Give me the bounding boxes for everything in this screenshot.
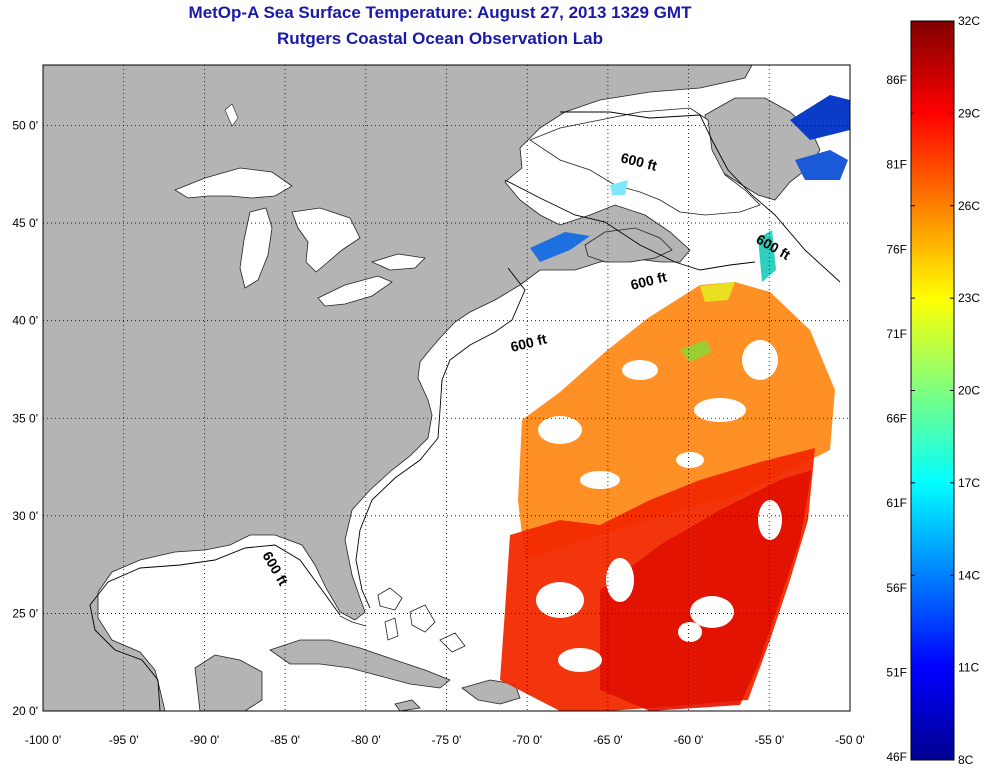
isobath-600ft xyxy=(89,111,841,711)
florida-keys xyxy=(339,615,367,627)
lat-tick-label: 25 0' xyxy=(12,606,38,620)
sst-warm-core xyxy=(600,470,812,711)
lake-michigan xyxy=(239,207,273,289)
map-title: MetOp-A Sea Surface Temperature: August … xyxy=(188,3,692,22)
colorbar-fahrenheit-label: 86F xyxy=(886,73,907,87)
land-newfoundland xyxy=(704,97,821,201)
colorbar-fahrenheit-label: 66F xyxy=(886,412,907,426)
lon-tick-label: -90 0' xyxy=(190,733,220,747)
lake-superior xyxy=(174,167,293,199)
lon-tick-label: -50 0' xyxy=(835,733,865,747)
lat-tick-label: 45 0' xyxy=(12,216,38,230)
lake-ontario xyxy=(370,253,426,271)
lon-tick-label: -75 0' xyxy=(432,733,462,747)
lat-tick-label: 35 0' xyxy=(12,411,38,425)
land-north-america xyxy=(43,65,753,711)
land-nova-scotia xyxy=(584,227,673,263)
lat-tick-label: 20 0' xyxy=(12,704,38,718)
colorbar-fahrenheit-label: 61F xyxy=(886,496,907,510)
colorbar-fahrenheit-label: 46F xyxy=(886,750,907,764)
colorbar-celsius-label: 14C xyxy=(958,568,980,582)
colorbar-celsius-label: 29C xyxy=(958,106,980,120)
lon-tick-label: -95 0' xyxy=(109,733,139,747)
land-hispaniola xyxy=(461,679,521,705)
colorbar-celsius-label: 17C xyxy=(958,476,980,490)
colorbar-fahrenheit-label: 71F xyxy=(886,327,907,341)
colorbar-fahrenheit-label: 51F xyxy=(886,665,907,679)
colorbar-ticks xyxy=(911,20,954,761)
lon-tick-label: -55 0' xyxy=(754,733,784,747)
colorbar-celsius-label: 8C xyxy=(958,753,974,767)
colorbar-fahrenheit-label: 56F xyxy=(886,581,907,595)
lat-axis: 20 0' 25 0' 30 0' 35 0' 40 0' 45 0' 50 0' xyxy=(12,119,38,718)
lon-tick-label: -100 0' xyxy=(25,733,61,747)
lon-tick-label: -60 0' xyxy=(674,733,704,747)
land-yucatan xyxy=(194,654,263,711)
lon-tick-label: -70 0' xyxy=(512,733,542,747)
lat-tick-label: 50 0' xyxy=(12,119,38,133)
lat-tick-label: 30 0' xyxy=(12,509,38,523)
map-frame xyxy=(42,64,851,712)
lon-axis: -100 0' -95 0' -90 0' -85 0' -80 0' -75 0' -70… xyxy=(25,733,865,747)
lake-winnipeg-area xyxy=(224,103,239,127)
graticule xyxy=(43,65,850,711)
map-subtitle: Rutgers Coastal Ocean Observation Lab xyxy=(277,29,603,48)
colorbar-fahrenheit-label: 76F xyxy=(886,242,907,256)
colorbar-gradient xyxy=(910,20,955,761)
bahamas xyxy=(377,587,466,653)
colorbar-celsius-label: 11C xyxy=(958,661,979,675)
lake-huron xyxy=(291,207,361,273)
colorbar-fahrenheit-label: 81F xyxy=(886,158,907,172)
land-cuba xyxy=(269,639,451,689)
lake-erie xyxy=(317,275,393,307)
colorbar: 32C 29C 26C 23C 20C 17C 14C 11C 8C 86F 81F 76F 71F 6… xyxy=(886,14,980,767)
colorbar-celsius-label: 32C xyxy=(958,14,980,28)
lon-tick-label: -85 0' xyxy=(270,733,300,747)
colorbar-celsius-label: 23C xyxy=(958,291,980,305)
lat-tick-label: 40 0' xyxy=(12,314,38,328)
colorbar-celsius-label: 20C xyxy=(958,384,980,398)
lon-tick-label: -65 0' xyxy=(593,733,623,747)
lon-tick-label: -80 0' xyxy=(351,733,381,747)
colorbar-fahrenheit-labels: 86F 81F 76F 71F 66F 61F 56F 51F 46F xyxy=(886,73,907,764)
colorbar-celsius-label: 26C xyxy=(958,199,980,213)
land-jamaica xyxy=(394,699,421,711)
colorbar-celsius-labels: 32C 29C 26C 23C 20C 17C 14C 11C 8C xyxy=(958,14,980,767)
